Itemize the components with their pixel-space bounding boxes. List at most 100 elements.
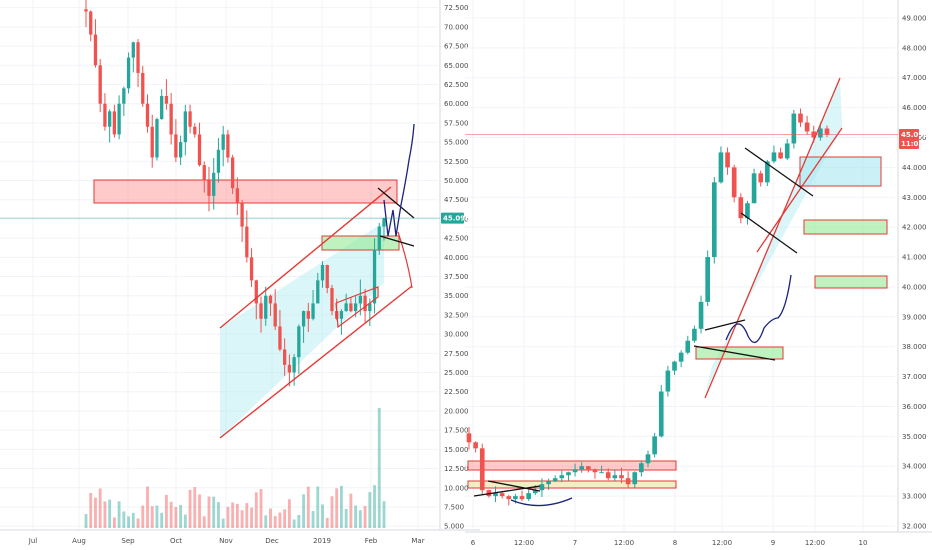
candle-body [301,311,306,327]
volume-bar [193,487,197,528]
candle-body [711,182,717,258]
candle-body [466,433,472,443]
y-tick-label: 46.000 [902,104,927,112]
channel-lower-line [756,127,843,253]
candle-body [559,475,565,479]
volume-bar [112,517,116,528]
volume-bar [198,494,201,528]
x-tick-label: Oct [170,537,182,545]
candle-body [349,303,353,312]
candle-body [202,165,206,181]
x-tick-label: Nov [219,537,233,545]
candle-body [738,197,744,219]
resistance-zone [467,460,677,471]
cup-arc [510,497,573,507]
y-tick-label: 55.000 [444,139,469,147]
y-tick-label: 5.000 [444,523,464,531]
candle-body [818,128,823,138]
candle-body [705,257,710,302]
volume-bar [179,505,183,528]
candle-body [136,42,140,73]
candle-body [791,113,797,144]
candle-body [240,203,244,227]
candle-body [316,280,320,304]
right-chart-panel[interactable]: 49.00048.00047.00046.00045.00044.00043.0… [465,0,932,547]
candle-body [758,173,764,183]
candle-body [174,134,178,158]
candle-body [506,496,512,500]
x-tick-label: 7 [573,539,577,547]
candle-body [193,126,197,135]
y-tick-label: 40.000 [902,283,927,291]
y-tick-label: 35.000 [902,433,927,441]
candle-body [126,57,131,89]
candle-body [539,484,545,491]
volume-bar [146,486,149,528]
y-tick-label: 60.000 [444,100,469,108]
x-tick-label: 12:00 [614,539,634,547]
candle-body [513,496,518,500]
candle-body [519,496,525,500]
volume-bar [321,504,324,528]
y-tick-label: 37.500 [444,273,469,281]
volume-bar [358,510,362,528]
y-tick-label: 43.000 [902,194,927,202]
candle-body [625,478,631,485]
candle-body [145,103,150,127]
y-tick-label: 12.500 [444,465,469,473]
y-tick-label: 7.500 [444,503,464,511]
x-tick-label: Mar [411,537,424,545]
flag-line-upper [704,319,746,331]
current-price-badge [441,212,464,224]
volume-bar [335,488,339,528]
y-tick-label: 42.500 [444,235,469,243]
candle-body [297,326,301,358]
candle-body [358,295,363,304]
volume-bar [344,508,348,528]
candle-body [552,478,558,482]
candle-body [150,126,154,158]
volume-bar [84,514,88,528]
candle-body [382,218,386,227]
volume-bar [221,518,225,528]
candle-body [479,448,485,491]
candle-body [685,340,691,353]
candle-body [619,475,624,479]
candle-body [268,295,273,304]
volume-bar [287,499,291,528]
current-price-badge [899,129,919,150]
y-tick-label: 50.000 [444,177,469,185]
candle-body [692,328,697,341]
y-tick-label: 41.000 [902,254,927,262]
candle-body [103,103,107,127]
candle-body [771,152,777,162]
candle-body [278,326,282,350]
volume-bar [174,507,178,528]
candle-body [377,226,381,250]
y-tick-label: 15.000 [444,446,469,454]
candle-body [665,370,671,392]
volume-bar [302,494,306,528]
candle-body [320,265,325,281]
volume-bar [183,514,187,528]
candle-body [652,436,657,455]
y-tick-label: 42.000 [902,224,927,232]
candle-body [672,361,677,371]
y-tick-label: 32.000 [902,523,927,531]
y-tick-label: 20.000 [444,407,469,415]
volume-bar [363,505,367,528]
volume-bar [141,505,145,528]
base-zone [467,480,677,489]
candle-body [207,180,211,196]
y-tick-label: 35.000 [444,292,469,300]
candle-body [164,96,169,104]
candle-body [188,111,192,127]
volume-bar [245,503,249,528]
x-tick-label: 6 [471,539,476,547]
y-tick-label: 39.000 [902,313,927,321]
x-tick-label: Sep [121,537,135,545]
x-tick-label: Dec [265,537,279,545]
left-chart-panel[interactable]: 72.50070.00067.50065.00062.50060.00057.5… [0,0,480,545]
candle-body [499,493,505,497]
